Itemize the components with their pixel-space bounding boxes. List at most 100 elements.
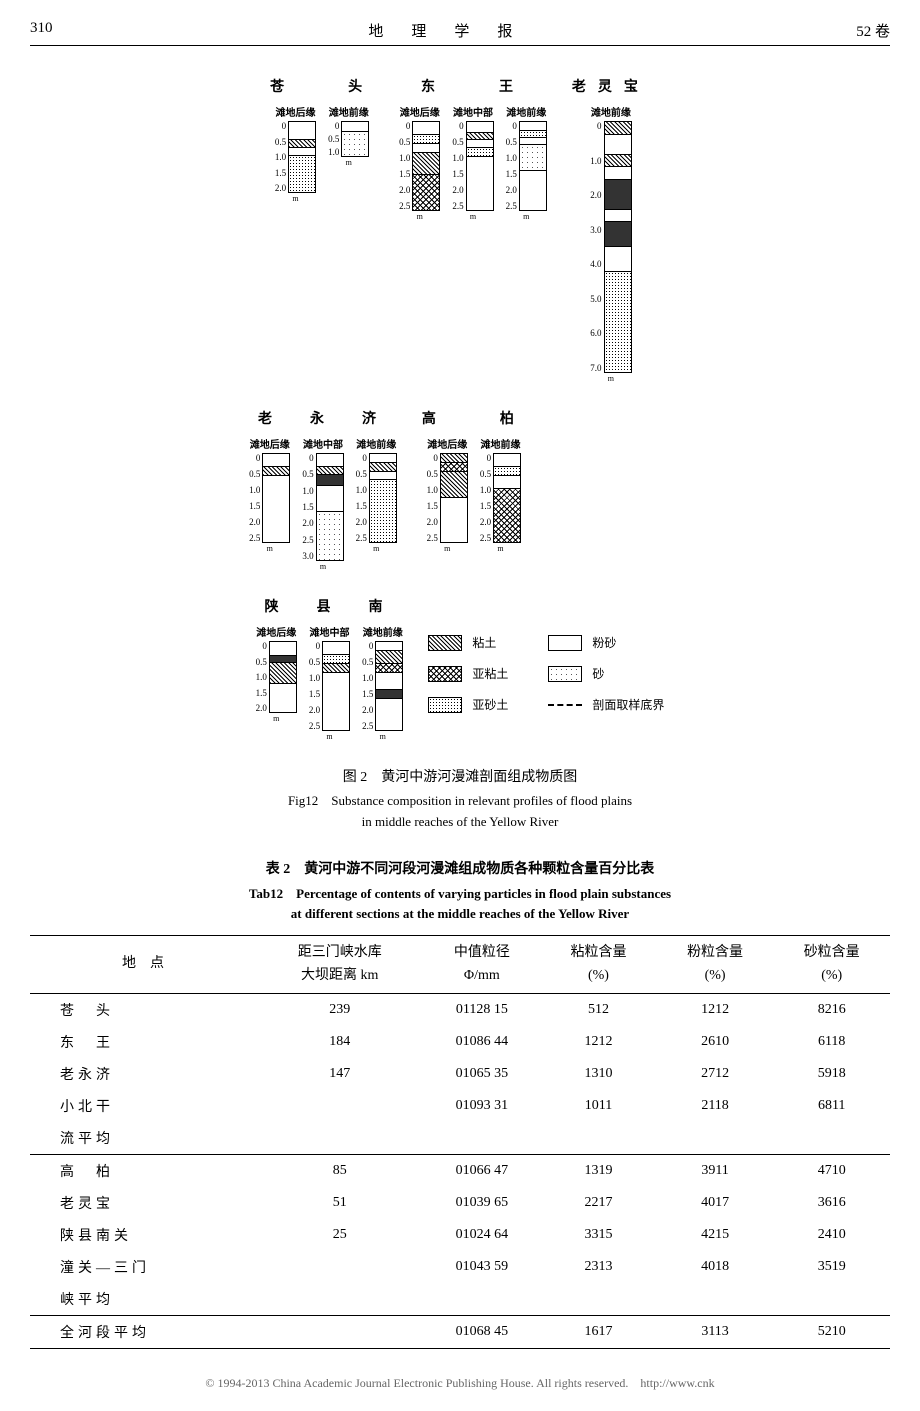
depth-unit: m bbox=[273, 714, 279, 723]
table-row: 流平均 bbox=[30, 1122, 890, 1155]
legend-item: 粘土 bbox=[428, 634, 508, 651]
depth-unit: m bbox=[267, 544, 273, 553]
strat-layer bbox=[263, 476, 289, 542]
strat-layer bbox=[441, 472, 467, 498]
strat-layer bbox=[413, 135, 439, 144]
table-cell: 高 柏 bbox=[30, 1154, 256, 1187]
strat-layer bbox=[270, 656, 296, 663]
table-cell: 2410 bbox=[773, 1219, 890, 1251]
table-cell: 2610 bbox=[657, 1026, 774, 1058]
legend-item: 砂 bbox=[548, 665, 664, 682]
depth-unit: m bbox=[320, 562, 326, 571]
legend-label: 粉砂 bbox=[592, 634, 616, 651]
column-box bbox=[519, 121, 547, 211]
strat-layer bbox=[413, 153, 439, 175]
strat-layer bbox=[520, 131, 546, 138]
strat-layer bbox=[441, 454, 467, 463]
column-label: 滩地后缘 bbox=[256, 624, 296, 639]
strat-layer bbox=[605, 222, 631, 247]
strat-layer bbox=[376, 664, 402, 673]
strat-layer bbox=[520, 171, 546, 210]
strat-column: 滩地后缘00.51.01.52.0m bbox=[275, 104, 316, 203]
strat-column: 滩地后缘00.51.01.52.0m bbox=[256, 624, 297, 741]
table-header-cell: 地 点 bbox=[30, 936, 256, 994]
strat-layer bbox=[494, 489, 520, 542]
page-number: 310 bbox=[30, 20, 53, 41]
table-cell: 老灵宝 bbox=[30, 1187, 256, 1219]
legend-label: 剖面取样底界 bbox=[592, 696, 664, 713]
legend-label: 亚粘土 bbox=[472, 665, 508, 682]
figure-2-diagram: 苍 头滩地后缘00.51.01.52.0m滩地前缘00.51.0m东 王滩地后缘… bbox=[30, 76, 890, 833]
table-cell: 512 bbox=[540, 993, 657, 1026]
strat-layer bbox=[370, 472, 396, 481]
volume: 52 卷 bbox=[856, 20, 890, 41]
strat-layer bbox=[317, 467, 343, 475]
depth-axis: 00.51.01.52.02.5 bbox=[399, 121, 410, 211]
depth-axis: 00.51.01.52.02.5 bbox=[309, 641, 320, 731]
strat-layer bbox=[494, 476, 520, 489]
column-label: 滩地后缘 bbox=[427, 436, 467, 451]
legend-item: 亚砂土 bbox=[428, 696, 508, 713]
table-cell bbox=[424, 1122, 541, 1155]
depth-axis: 00.51.01.52.02.5 bbox=[356, 453, 367, 543]
table-cell bbox=[256, 1090, 424, 1122]
depth-unit: m bbox=[417, 212, 423, 221]
page-header: 310 地理学报 52 卷 bbox=[30, 20, 890, 46]
depth-unit: m bbox=[523, 212, 529, 221]
strat-layer bbox=[605, 210, 631, 223]
table-cell: 239 bbox=[256, 993, 424, 1026]
column-box bbox=[269, 641, 297, 713]
depth-axis: 00.51.01.52.02.5 bbox=[249, 453, 260, 543]
table-cell: 8216 bbox=[773, 993, 890, 1026]
table-cell: 小北干 bbox=[30, 1090, 256, 1122]
column-box bbox=[316, 453, 344, 561]
strat-layer bbox=[467, 140, 493, 149]
strat-layer bbox=[605, 247, 631, 272]
column-box bbox=[493, 453, 521, 543]
depth-axis: 00.51.01.52.02.5 bbox=[480, 453, 491, 543]
column-box bbox=[604, 121, 632, 373]
depth-unit: m bbox=[497, 544, 503, 553]
depth-unit: m bbox=[608, 374, 614, 383]
table-cell: 5918 bbox=[773, 1058, 890, 1090]
table-cell: 流平均 bbox=[30, 1122, 256, 1155]
table-cell: 25 bbox=[256, 1219, 424, 1251]
depth-unit: m bbox=[326, 732, 332, 741]
table-row: 苍 头23901128 1551212128216 bbox=[30, 993, 890, 1026]
strat-layer bbox=[323, 673, 349, 730]
table-header-cell: 砂粒含量(%) bbox=[773, 936, 890, 994]
table-cell: 6811 bbox=[773, 1090, 890, 1122]
table-row: 峡平均 bbox=[30, 1283, 890, 1316]
strat-layer bbox=[605, 180, 631, 210]
column-label: 滩地前缘 bbox=[363, 624, 403, 639]
table-cell: 01024 64 bbox=[424, 1219, 541, 1251]
depth-axis: 00.51.01.52.02.5 bbox=[452, 121, 463, 211]
table-cell: 1319 bbox=[540, 1154, 657, 1187]
strat-layer bbox=[605, 167, 631, 180]
table-cell: 4018 bbox=[657, 1251, 774, 1283]
table-cell: 3911 bbox=[657, 1154, 774, 1187]
table-cell: 东 王 bbox=[30, 1026, 256, 1058]
table-row: 小北干01093 31101121186811 bbox=[30, 1090, 890, 1122]
column-label: 滩地后缘 bbox=[250, 436, 290, 451]
table-cell: 全河段平均 bbox=[30, 1315, 256, 1348]
depth-unit: m bbox=[346, 158, 352, 167]
strat-layer bbox=[342, 132, 368, 156]
table-header-cell: 粉粒含量(%) bbox=[657, 936, 774, 994]
group-title: 陕 县 南 bbox=[264, 596, 394, 616]
table-cell: 3616 bbox=[773, 1187, 890, 1219]
table-cell: 苍 头 bbox=[30, 993, 256, 1026]
profile-group: 东 王滩地后缘00.51.01.52.02.5m滩地中部00.51.01.52.… bbox=[399, 76, 547, 383]
strat-layer bbox=[376, 673, 402, 691]
column-box bbox=[369, 453, 397, 543]
column-label: 滩地前缘 bbox=[329, 104, 369, 119]
table-cell: 1617 bbox=[540, 1315, 657, 1348]
table-cell: 2712 bbox=[657, 1058, 774, 1090]
column-label: 滩地中部 bbox=[453, 104, 493, 119]
group-title: 苍 头 bbox=[270, 76, 374, 96]
figure-caption-en: Fig12 Substance composition in relevant … bbox=[30, 791, 890, 833]
column-box bbox=[262, 453, 290, 543]
strat-layer bbox=[289, 122, 315, 140]
column-label: 滩地后缘 bbox=[276, 104, 316, 119]
column-label: 滩地中部 bbox=[303, 436, 343, 451]
